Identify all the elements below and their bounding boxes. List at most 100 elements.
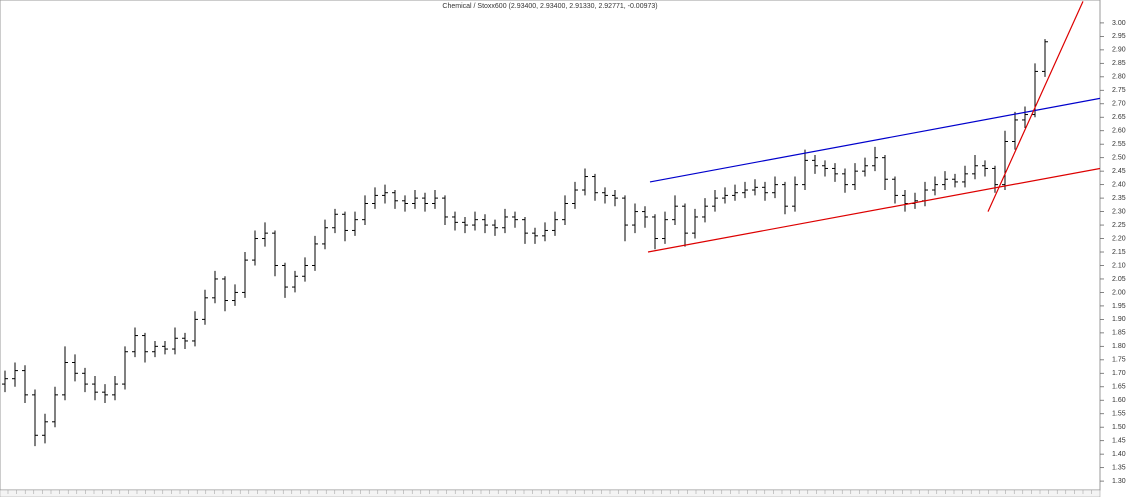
ohlc-bar xyxy=(112,375,118,401)
ohlc-bar xyxy=(152,340,158,358)
ohlc-bar xyxy=(462,216,468,234)
y-tick-label: 2.95 xyxy=(1112,33,1126,40)
ohlc-bar xyxy=(1012,111,1018,150)
trend-line xyxy=(987,1,1084,212)
ohlc-bar xyxy=(862,157,868,177)
y-tick-label: 2.15 xyxy=(1112,249,1126,256)
ohlc-bar xyxy=(1032,63,1038,118)
ohlc-bar xyxy=(372,187,378,209)
ohlc-bar xyxy=(312,235,318,271)
ohlc-bar xyxy=(12,362,18,387)
ohlc-bar xyxy=(62,346,68,401)
ohlc-bar xyxy=(32,389,38,447)
y-tick-label: 1.50 xyxy=(1112,424,1126,431)
ohlc-bar xyxy=(402,195,408,212)
ohlc-bar xyxy=(252,230,258,266)
ohlc-bar xyxy=(1042,39,1048,77)
y-tick-label: 3.00 xyxy=(1112,20,1126,27)
y-tick-label: 1.95 xyxy=(1112,303,1126,310)
ohlc-bar xyxy=(42,413,48,444)
ohlc-bar xyxy=(92,375,98,401)
ohlc-bar xyxy=(142,332,148,363)
y-tick-label: 1.40 xyxy=(1112,451,1126,458)
ohlc-bar xyxy=(122,346,128,390)
ohlc-bar xyxy=(572,181,578,209)
ohlc-bar xyxy=(712,190,718,212)
ohlc-bar xyxy=(482,214,488,234)
ohlc-bar xyxy=(602,187,608,204)
ohlc-bar xyxy=(982,160,988,177)
ohlc-bar xyxy=(512,211,518,228)
y-tick-label: 2.65 xyxy=(1112,114,1126,121)
ohlc-bar xyxy=(782,181,788,215)
ohlc-bar xyxy=(902,190,908,212)
ohlc-bar xyxy=(832,163,838,182)
y-tick-label: 2.90 xyxy=(1112,47,1126,54)
ohlc-bar xyxy=(932,176,938,196)
y-tick-label: 2.50 xyxy=(1112,155,1126,162)
ohlc-bar xyxy=(172,327,178,355)
ohlc-bar xyxy=(2,370,8,393)
y-tick-label: 1.45 xyxy=(1112,438,1126,445)
ohlc-bar xyxy=(922,181,928,207)
ohlc-bar xyxy=(182,332,188,350)
ohlc-bar xyxy=(972,154,978,180)
ohlc-bar xyxy=(702,198,708,223)
ohlc-bar xyxy=(882,154,888,191)
y-tick-label: 2.00 xyxy=(1112,289,1126,296)
chart-title: Chemical / Stoxx600 (2.93400, 2.93400, 2… xyxy=(442,3,657,10)
ohlc-bar xyxy=(692,208,698,239)
ohlc-bar xyxy=(952,173,958,188)
ohlc-bar xyxy=(212,270,218,304)
y-tick-label: 2.40 xyxy=(1112,181,1126,188)
ohlc-bar xyxy=(662,211,668,244)
y-tick-label: 2.45 xyxy=(1112,168,1126,175)
ohlc-bar xyxy=(552,211,558,236)
y-tick-label: 2.10 xyxy=(1112,262,1126,269)
ohlc-bar xyxy=(332,208,338,234)
y-tick-label: 2.60 xyxy=(1112,128,1126,135)
y-tick-label: 1.55 xyxy=(1112,411,1126,418)
ohlc-bar xyxy=(912,192,918,209)
ohlc-bar xyxy=(272,230,278,277)
y-tick-label: 2.35 xyxy=(1112,195,1126,202)
ohlc-bar xyxy=(412,190,418,209)
plot-frame xyxy=(0,0,1101,491)
ohlc-bar xyxy=(822,160,828,177)
plot-area xyxy=(2,1,1100,447)
ohlc-bar xyxy=(502,208,508,234)
y-tick-label: 2.25 xyxy=(1112,222,1126,229)
ohlc-bar xyxy=(282,262,288,298)
ohlc-bar xyxy=(582,168,588,196)
ohlc-bar xyxy=(622,195,628,242)
ohlc-bar xyxy=(422,192,428,212)
ohlc-bar xyxy=(762,181,768,201)
ohlc-bar xyxy=(202,289,208,325)
trend-line xyxy=(649,97,1100,183)
ohlc-bar xyxy=(292,270,298,293)
trend-line xyxy=(647,167,1100,253)
ohlc-bar xyxy=(222,276,228,312)
ohlc-bar xyxy=(792,176,798,212)
ohlc-bar xyxy=(82,367,88,393)
y-tick-label: 1.85 xyxy=(1112,330,1126,337)
ohlc-bar xyxy=(342,211,348,242)
ohlc-bar xyxy=(72,354,78,382)
ohlc-bar xyxy=(532,227,538,244)
ohlc-bar xyxy=(302,257,308,282)
ohlc-bar xyxy=(722,187,728,204)
ohlc-bar xyxy=(362,195,368,226)
ohlc-bar xyxy=(612,190,618,207)
ohlc-bar xyxy=(592,173,598,201)
ohlc-bar xyxy=(442,195,448,226)
y-tick-label: 1.35 xyxy=(1112,464,1126,471)
ohlc-bar xyxy=(322,219,328,250)
ohlc-bar xyxy=(812,154,818,174)
y-tick-label: 1.60 xyxy=(1112,397,1126,404)
ohlc-bar xyxy=(242,252,248,298)
ohlc-bar xyxy=(542,222,548,242)
ohlc-bar xyxy=(672,195,678,226)
y-tick-label: 2.80 xyxy=(1112,74,1126,81)
y-tick-label: 2.05 xyxy=(1112,276,1126,283)
y-tick-label: 2.70 xyxy=(1112,101,1126,108)
